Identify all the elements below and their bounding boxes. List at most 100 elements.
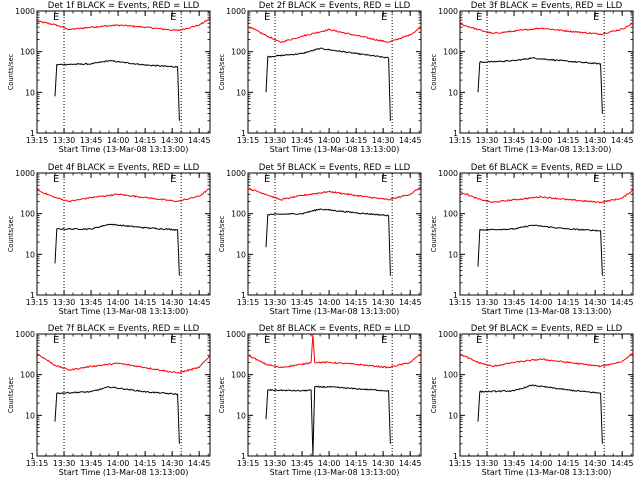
x-tick-label: 14:15 xyxy=(345,459,368,468)
y-tick-label: 1 xyxy=(30,452,35,461)
x-tick-label: 13:15 xyxy=(26,136,49,145)
panel-title: Det 2f BLACK = Events, RED = LLD xyxy=(259,1,411,11)
x-tick-label: 14:30 xyxy=(372,459,395,468)
x-tick-label: 14:15 xyxy=(134,298,157,307)
event-marker-label: E xyxy=(476,174,482,185)
x-axis-label: Start Time (13-Mar-08 13:13:00) xyxy=(59,307,189,316)
x-tick-label: 13:30 xyxy=(53,136,76,145)
events-series-line xyxy=(265,47,391,121)
x-tick-label: 13:45 xyxy=(503,136,526,145)
x-tick-label: 14:45 xyxy=(611,459,634,468)
x-tick-label: 13:15 xyxy=(237,298,260,307)
y-tick-label: 10 xyxy=(236,250,246,259)
y-tick-label: 1000 xyxy=(15,169,35,178)
x-tick-label: 14:00 xyxy=(107,459,130,468)
x-axis-label: Start Time (13-Mar-08 13:13:00) xyxy=(482,145,612,154)
y-tick-label: 10 xyxy=(25,88,35,97)
x-tick-label: 13:30 xyxy=(264,136,287,145)
y-tick-label: 1000 xyxy=(226,330,246,339)
lld-series-line xyxy=(248,333,422,369)
panel-title: Det 3f BLACK = Events, RED = LLD xyxy=(471,1,623,11)
x-tick-label: 13:45 xyxy=(503,298,526,307)
event-marker-label: E xyxy=(53,174,59,185)
event-marker-label: E xyxy=(170,335,176,346)
x-axis-label: Start Time (13-Mar-08 13:13:00) xyxy=(270,468,400,477)
lld-series-line xyxy=(459,22,634,36)
x-tick-label: 14:45 xyxy=(188,136,211,145)
x-tick-label: 13:15 xyxy=(449,459,472,468)
y-tick-label: 1000 xyxy=(438,7,458,16)
lld-series-line xyxy=(459,189,634,204)
x-tick-label: 13:45 xyxy=(291,459,314,468)
y-tick-label: 1000 xyxy=(438,330,458,339)
panel-title: Det 6f BLACK = Events, RED = LLD xyxy=(471,163,623,173)
y-tick-label: 1 xyxy=(453,452,458,461)
x-tick-label: 14:15 xyxy=(557,459,580,468)
y-axis-label: Counts/sec xyxy=(7,376,15,413)
x-tick-label: 14:45 xyxy=(188,459,211,468)
events-series-line xyxy=(54,223,180,276)
x-tick-label: 14:45 xyxy=(611,298,634,307)
y-tick-label: 100 xyxy=(443,371,458,380)
panel-title: Det 7f BLACK = Events, RED = LLD xyxy=(48,324,200,334)
events-series-line xyxy=(477,57,603,114)
x-tick-label: 14:15 xyxy=(345,136,368,145)
y-tick-label: 1 xyxy=(453,129,458,138)
y-axis-label: Counts/sec xyxy=(430,376,438,413)
x-tick-label: 14:45 xyxy=(399,136,422,145)
plot-frame xyxy=(247,172,422,296)
panel-6: Det 6f BLACK = Events, RED = LLD 1 10 100 10… xyxy=(430,163,634,316)
y-axis-label: Counts/sec xyxy=(7,53,15,90)
x-axis-label: Start Time (13-Mar-08 13:13:00) xyxy=(482,307,612,316)
x-tick-label: 14:15 xyxy=(345,298,368,307)
event-marker-label: E xyxy=(381,174,387,185)
y-tick-label: 100 xyxy=(20,371,35,380)
y-tick-label: 1000 xyxy=(438,169,458,178)
x-tick-label: 13:30 xyxy=(476,459,499,468)
y-tick-label: 10 xyxy=(236,411,246,420)
x-tick-label: 14:30 xyxy=(161,298,184,307)
plot-frame xyxy=(36,10,211,134)
x-tick-label: 13:45 xyxy=(80,298,103,307)
x-tick-label: 13:45 xyxy=(291,298,314,307)
y-tick-label: 10 xyxy=(448,88,458,97)
plot-frame xyxy=(36,172,211,296)
y-tick-label: 1 xyxy=(30,129,35,138)
event-marker-label: E xyxy=(381,12,387,23)
y-tick-label: 1 xyxy=(453,291,458,300)
y-tick-label: 1000 xyxy=(226,7,246,16)
event-marker-label: E xyxy=(593,335,599,346)
y-tick-label: 10 xyxy=(448,250,458,259)
panel-3: Det 3f BLACK = Events, RED = LLD 1 10 100 10… xyxy=(430,1,634,154)
y-axis-label: Counts/sec xyxy=(7,215,15,252)
x-tick-label: 13:30 xyxy=(476,298,499,307)
x-tick-label: 14:45 xyxy=(188,298,211,307)
x-tick-label: 13:15 xyxy=(26,459,49,468)
event-marker-label: E xyxy=(170,12,176,23)
y-axis-label: Counts/sec xyxy=(218,53,226,90)
panel-title: Det 4f BLACK = Events, RED = LLD xyxy=(48,163,200,173)
plot-frame xyxy=(247,10,422,134)
y-tick-label: 100 xyxy=(443,48,458,57)
x-tick-label: 14:45 xyxy=(399,459,422,468)
panel-title: Det 8f BLACK = Events, RED = LLD xyxy=(259,324,411,334)
lld-series-line xyxy=(37,18,211,32)
event-marker-label: E xyxy=(593,174,599,185)
panel-2: Det 2f BLACK = Events, RED = LLD 1 10 100 10… xyxy=(218,1,422,154)
x-tick-label: 14:00 xyxy=(530,298,553,307)
panel-1: Det 1f BLACK = Events, RED = LLD 1 10 100 10… xyxy=(7,1,211,154)
panel-5: Det 5f BLACK = Events, RED = LLD 1 10 100 10… xyxy=(218,163,422,316)
panel-4: Det 4f BLACK = Events, RED = LLD 1 10 100 10… xyxy=(7,163,211,316)
y-tick-label: 100 xyxy=(231,48,246,57)
y-tick-label: 100 xyxy=(231,210,246,219)
x-axis-label: Start Time (13-Mar-08 13:13:00) xyxy=(270,307,400,316)
panel-8: Det 8f BLACK = Events, RED = LLD 1 10 100 10… xyxy=(218,324,422,477)
x-axis-label: Start Time (13-Mar-08 13:13:00) xyxy=(270,145,400,154)
y-tick-label: 1000 xyxy=(226,169,246,178)
x-tick-label: 14:00 xyxy=(318,136,341,145)
x-tick-label: 13:15 xyxy=(237,459,260,468)
x-tick-label: 13:45 xyxy=(291,136,314,145)
y-tick-label: 100 xyxy=(231,371,246,380)
plot-frame xyxy=(459,172,634,296)
x-tick-label: 13:30 xyxy=(264,298,287,307)
